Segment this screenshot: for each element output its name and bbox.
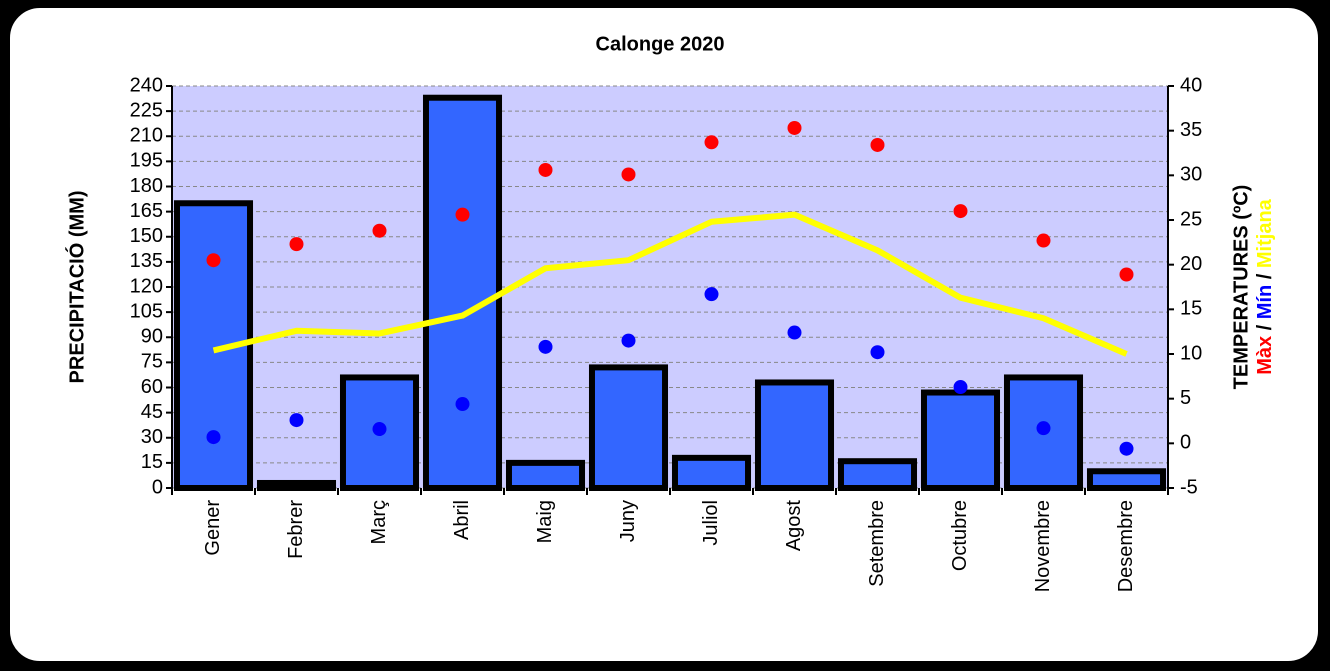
point	[787, 325, 802, 340]
y-tick-label: 180	[130, 175, 163, 197]
bar	[837, 458, 918, 492]
point	[870, 137, 885, 152]
y2-tick-label: 0	[1180, 432, 1191, 454]
y-tick-label: 75	[141, 351, 163, 373]
y-tick-label: 195	[130, 150, 163, 172]
y-tick-label: 120	[130, 275, 163, 297]
y-tick-label: 150	[130, 225, 163, 247]
x-tick-label: Març	[368, 500, 390, 544]
y2-tick-label: 30	[1180, 164, 1202, 186]
bar	[754, 379, 835, 492]
point	[953, 204, 968, 219]
legend-entry: Mitjana	[1254, 198, 1276, 268]
point	[621, 333, 636, 348]
point	[206, 430, 221, 445]
point	[455, 207, 470, 222]
legend-separator: /	[1254, 268, 1276, 285]
point	[704, 287, 719, 302]
bar	[422, 94, 503, 491]
y-tick-label: 15	[141, 451, 163, 473]
y-tick-label: 60	[141, 376, 163, 398]
point	[372, 223, 387, 238]
point	[372, 422, 387, 437]
bar	[256, 479, 337, 492]
point	[289, 413, 304, 428]
x-tick-label: Gener	[202, 500, 224, 556]
y-tick-label: 225	[130, 99, 163, 121]
point	[1119, 441, 1134, 456]
line	[212, 211, 1128, 357]
point	[538, 162, 553, 177]
chart-title: Calonge 2020	[596, 33, 725, 55]
y2-tick-label: 10	[1180, 342, 1202, 364]
y-tick-label: 210	[130, 125, 163, 147]
y2-tick-label: 35	[1180, 119, 1202, 141]
x-tick-label: Novembre	[1032, 500, 1054, 592]
y2-tick-label: 20	[1180, 253, 1202, 275]
bar	[920, 389, 1001, 491]
point	[538, 339, 553, 354]
y2-tick-label: 40	[1180, 74, 1202, 96]
legend-separator: /	[1254, 319, 1276, 336]
y-axis-label: PRECIPITACIÓ (MM)	[64, 191, 88, 384]
legend: Màx / Mín / Mitjana	[1254, 198, 1276, 374]
x-tick-label: Febrer	[285, 500, 307, 559]
point	[455, 397, 470, 412]
legend-entry: Mín	[1254, 285, 1276, 319]
y2-tick-label: 5	[1180, 387, 1191, 409]
y2-tick-label: 25	[1180, 208, 1202, 230]
x-tick-label: Juny	[617, 500, 639, 542]
point	[1036, 233, 1051, 248]
point	[953, 380, 968, 395]
legend-entry: Màx	[1254, 336, 1276, 375]
y-tick-label: 165	[130, 200, 163, 222]
y-tick-label: 90	[141, 326, 163, 348]
y2-tick-label: -5	[1180, 476, 1198, 498]
x-tick-label: Abril	[451, 500, 473, 540]
y2-tick-label: 15	[1180, 298, 1202, 320]
y-tick-label: 30	[141, 426, 163, 448]
x-tick-label: Agost	[783, 500, 805, 552]
x-tick-label: Desembre	[1115, 500, 1137, 592]
x-tick-label: Octubre	[949, 500, 971, 571]
y-tick-label: 240	[130, 74, 163, 96]
point	[289, 237, 304, 252]
x-tick-label: Maig	[534, 500, 556, 543]
bar	[588, 364, 669, 491]
x-tick-label: Setembre	[866, 500, 888, 587]
point	[787, 120, 802, 135]
y-tick-label: 105	[130, 300, 163, 322]
point	[1036, 421, 1051, 436]
bar	[1086, 468, 1167, 491]
point	[1119, 267, 1134, 282]
point	[206, 253, 221, 268]
y2-axis-label: TEMPERATURES (ºC)	[1230, 185, 1252, 390]
x-tick-label: Juliol	[700, 500, 722, 546]
point	[870, 345, 885, 360]
bar	[505, 459, 586, 491]
bar	[671, 454, 752, 492]
point	[704, 135, 719, 150]
point	[621, 167, 636, 182]
y-tick-label: 135	[130, 250, 163, 272]
y-tick-label: 45	[141, 401, 163, 423]
y-tick-label: 0	[152, 476, 163, 498]
